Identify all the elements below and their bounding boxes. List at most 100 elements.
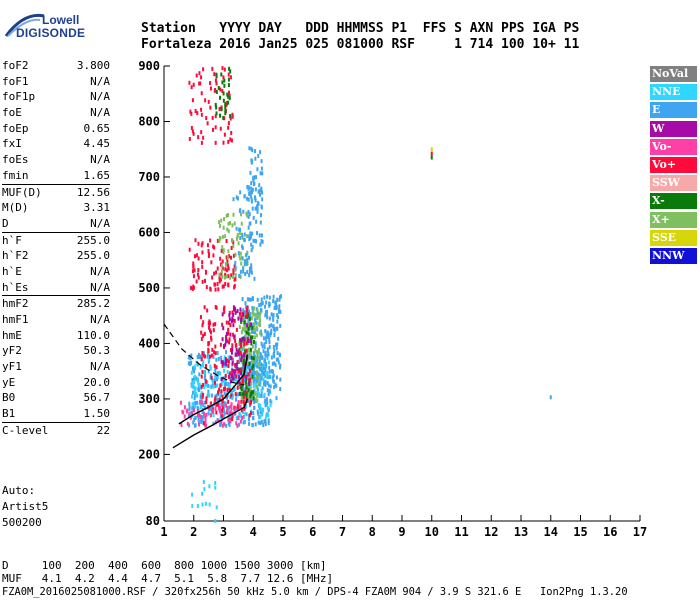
echo-point — [199, 414, 202, 419]
echo-point — [226, 358, 229, 363]
echo-point — [243, 353, 246, 358]
echo-point — [261, 355, 264, 360]
echo-point — [198, 388, 201, 393]
echo-point — [265, 332, 268, 337]
echo-point — [196, 400, 199, 405]
echo-point — [244, 380, 247, 385]
echo-point — [248, 332, 251, 337]
echo-point — [219, 236, 222, 241]
echo-point — [243, 406, 246, 411]
echo-point — [229, 275, 232, 280]
echo-point — [262, 423, 265, 428]
echo-point — [266, 347, 269, 352]
echo-point — [251, 187, 254, 192]
param-row: h`Es N/A — [2, 280, 110, 296]
echo-point — [251, 190, 254, 195]
echo-point — [267, 413, 270, 418]
echo-point — [200, 419, 203, 424]
echo-point — [247, 214, 250, 219]
echo-point — [262, 377, 265, 382]
echo-point — [250, 266, 253, 271]
echo-point — [273, 305, 276, 310]
echo-point — [200, 336, 203, 341]
echo-point — [257, 391, 260, 396]
echo-point — [214, 78, 217, 83]
echo-point — [264, 304, 267, 309]
echo-point — [192, 261, 195, 266]
echo-point — [221, 66, 224, 71]
echo-point — [247, 318, 250, 323]
param-value: 285.2 — [76, 297, 110, 311]
echo-point — [194, 404, 197, 409]
echo-point — [190, 85, 193, 90]
echo-point — [243, 320, 246, 325]
echo-point — [260, 407, 263, 412]
echo-point — [261, 344, 264, 349]
echo-point — [253, 339, 256, 344]
echo-point — [231, 368, 234, 373]
echo-point — [193, 268, 196, 273]
echo-point — [222, 140, 225, 145]
echo-point — [227, 266, 230, 271]
echo-point — [214, 485, 217, 490]
echo-point — [252, 396, 255, 401]
echo-point — [246, 184, 249, 189]
echo-point — [254, 206, 257, 211]
echo-point — [199, 400, 202, 405]
echo-point — [198, 81, 201, 86]
echo-point — [242, 420, 245, 425]
echo-point — [200, 354, 203, 359]
echo-point — [214, 420, 217, 425]
echo-point — [226, 268, 229, 273]
echo-point — [245, 261, 248, 266]
echo-point — [201, 250, 204, 255]
echo-point — [197, 381, 200, 386]
echo-point — [248, 297, 251, 302]
echo-point — [211, 404, 214, 409]
echo-point — [214, 114, 217, 119]
echo-point — [251, 344, 254, 349]
echo-point — [246, 297, 249, 302]
echo-point — [219, 95, 222, 100]
echo-point — [219, 256, 222, 261]
echo-point — [269, 398, 272, 403]
echo-point — [214, 396, 217, 401]
echo-point — [234, 306, 237, 311]
echo-point — [276, 297, 279, 302]
echo-point — [254, 422, 257, 427]
echo-point — [242, 391, 245, 396]
echo-point — [258, 365, 261, 370]
echo-point — [271, 375, 274, 380]
echo-point — [214, 322, 217, 327]
echo-point — [256, 311, 259, 316]
echo-point — [194, 108, 197, 113]
y-tick-label: 500 — [138, 281, 160, 295]
echo-point — [266, 405, 269, 410]
echo-point — [243, 238, 246, 243]
param-row: foF1p N/A — [2, 89, 110, 105]
echo-point — [249, 347, 252, 352]
echo-point — [256, 389, 259, 394]
echo-point — [259, 362, 262, 367]
param-label: MUF(D) — [2, 185, 42, 199]
echo-point — [243, 402, 246, 407]
echo-point — [229, 379, 232, 384]
param-row: h`F2 255.0 — [2, 248, 110, 264]
echo-point — [248, 365, 251, 370]
echo-point — [207, 99, 210, 104]
logo-line-1: Lowell — [42, 13, 80, 27]
echo-point — [204, 278, 207, 283]
param-row: foF1 N/A — [2, 74, 110, 90]
echo-point — [259, 367, 262, 372]
echo-point — [203, 411, 206, 416]
echo-point — [250, 181, 253, 186]
echo-point — [196, 272, 199, 277]
echo-point — [258, 183, 261, 188]
echo-point — [222, 116, 225, 121]
echo-point — [430, 151, 433, 156]
echo-point — [242, 312, 245, 317]
echo-point — [267, 331, 270, 336]
echo-point — [272, 352, 275, 357]
echo-point — [201, 369, 204, 374]
echo-point — [215, 111, 218, 116]
